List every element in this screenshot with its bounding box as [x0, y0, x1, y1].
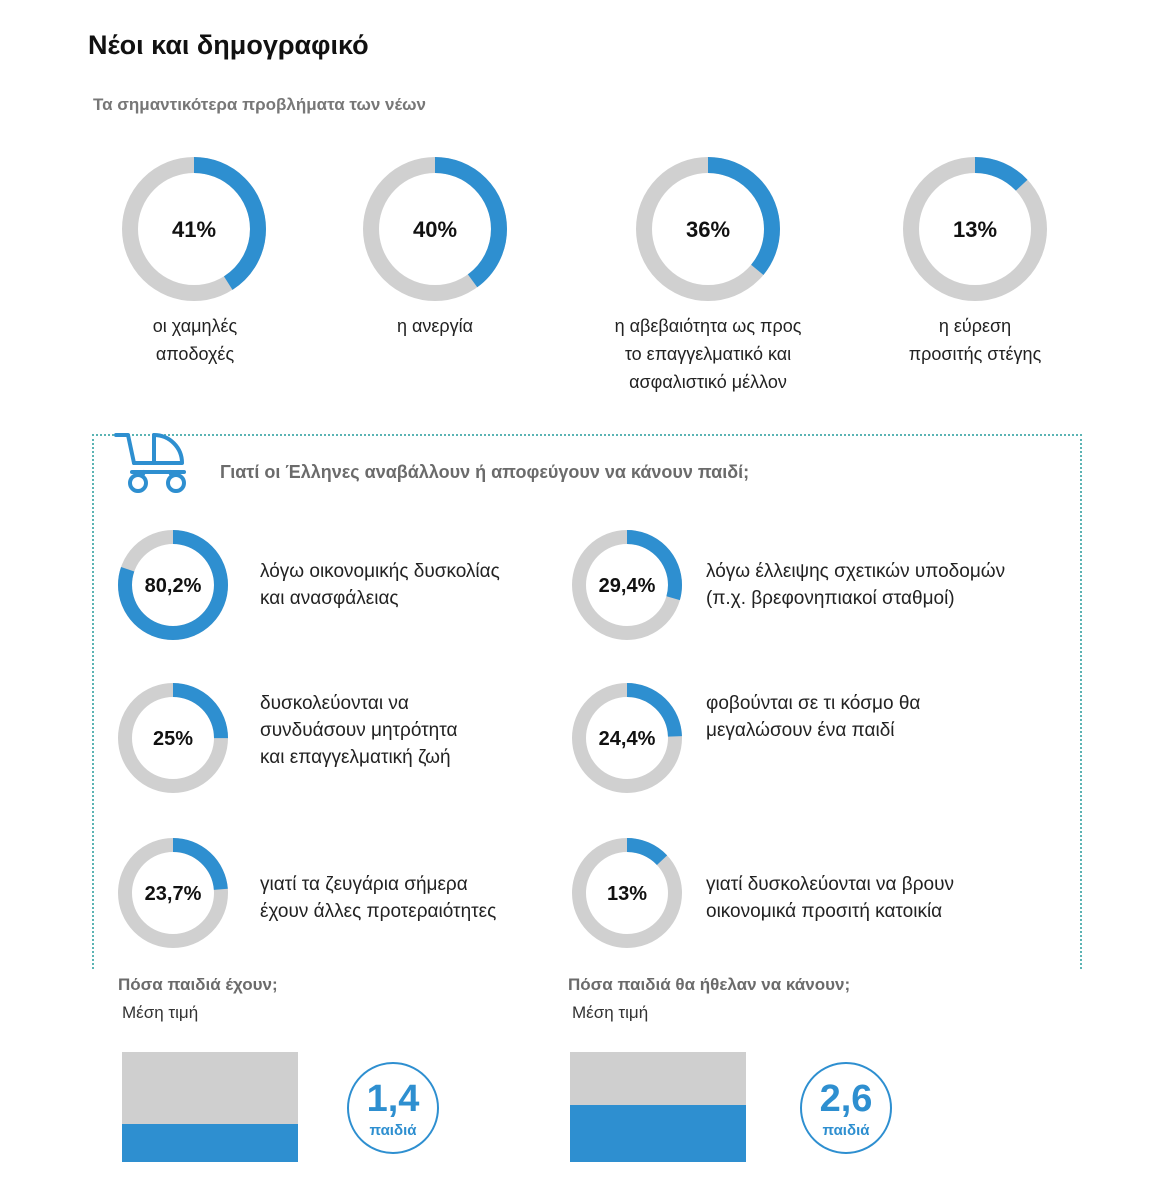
problem-4-donut: 13%: [903, 157, 1047, 301]
kids-have-value-circle: 1,4 παιδιά: [347, 1062, 439, 1154]
problem-2-value-arc: [363, 157, 507, 301]
reason-3-label: δυσκολεύονται να συνδυάσουν μητρότητα και …: [260, 690, 590, 771]
reason-6-label-line: γιατί δυσκολεύονται να βρουν: [706, 874, 954, 895]
problem-2-value-label: 40%: [413, 217, 457, 242]
problem-1-donut: 41%: [122, 157, 266, 301]
reason-5-donut: 23,7%: [118, 838, 228, 948]
reason-2-label-line: (π.χ. βρεφονηπιακοί σταθμοί): [706, 588, 955, 609]
kids-have-unit: παιδιά: [369, 1122, 417, 1139]
problem-3-value-arc: [636, 157, 780, 301]
problem-4-value-label: 13%: [953, 217, 997, 242]
kids-have-question: Πόσα παιδιά έχουν;: [118, 975, 278, 994]
reason-2-donut: 29,4%: [572, 530, 682, 640]
reason-3-label-line: και επαγγελματική ζωή: [260, 747, 451, 768]
problem-4-label-line: η εύρεση: [938, 316, 1012, 336]
kids-want-bar: [570, 1052, 746, 1162]
reason-5-label-line: γιατί τα ζευγάρια σήμερα: [260, 874, 468, 895]
reason-4-value-arc: [572, 683, 682, 793]
reason-6-value-label: 13%: [607, 883, 647, 905]
reason-2-value-label: 29,4%: [599, 575, 656, 597]
reason-4-label-line: μεγαλώσουν ένα παιδί: [706, 720, 895, 741]
section-title: Γιατί οι Έλληνες αναβάλλουν ή αποφεύγουν…: [220, 462, 750, 482]
stroller-icon: [114, 433, 186, 493]
problem-4-label-line: προσιτής στέγης: [908, 344, 1042, 364]
kids-want-value-circle: 2,6 παιδιά: [800, 1062, 892, 1154]
problem-3-donut: 36%: [636, 157, 780, 301]
reason-5-label-line: έχουν άλλες προτεραιότητες: [260, 901, 497, 922]
problem-2-donut: 40%: [363, 157, 507, 301]
reason-3-label-line: δυσκολεύονται να: [260, 693, 409, 714]
reason-5-label: γιατί τα ζευγάρια σήμερα έχουν άλλες προτ…: [260, 871, 590, 925]
problem-1-label: οι χαμηλές αποδοχές: [90, 312, 300, 368]
kids-have-bar: [122, 1052, 298, 1162]
reason-4-label-line: φοβούνται σε τι κόσμο θα: [706, 693, 921, 714]
reason-3-value-arc: [118, 683, 228, 793]
problem-4-value-arc: [903, 157, 1047, 301]
reason-6-label: γιατί δυσκολεύονται να βρουν οικονομικά π…: [706, 871, 1036, 925]
reason-2-label-line: λόγω έλλειψης σχετικών υποδομών: [706, 561, 1006, 582]
section-subtitle: Τα σημαντικότερα προβλήματα των νέων: [93, 95, 426, 114]
page-title: Νέοι και δημογραφικό: [88, 30, 369, 60]
reason-6-label-line: οικονομικά προσιτή κατοικία: [706, 901, 943, 922]
reason-2-label: λόγω έλλειψης σχετικών υποδομών (π.χ. βρε…: [706, 558, 1036, 612]
kids-have-value: 1,4: [366, 1078, 420, 1120]
reason-1-value-label: 80,2%: [145, 575, 202, 597]
problem-3-value-label: 36%: [686, 217, 730, 242]
reason-1-label-line: λόγω οικονομικής δυσκολίας: [260, 561, 500, 582]
reason-4-donut: 24,4%: [572, 683, 682, 793]
problem-1-value-label: 41%: [172, 217, 216, 242]
reasons-panel: [92, 434, 1082, 969]
problem-3-label-line: η αβεβαιότητα ως προς: [614, 316, 802, 336]
kids-want-avg-label: Μέση τιμή: [572, 1003, 649, 1022]
kids-want-value: 2,6: [819, 1078, 873, 1120]
problem-2-label: η ανεργία: [330, 312, 540, 340]
reason-1-value-arc: [118, 530, 228, 640]
reason-6-donut: 13%: [572, 838, 682, 948]
kids-have-avg-label: Μέση τιμή: [122, 1003, 199, 1022]
reason-4-value-label: 24,4%: [599, 728, 656, 750]
problem-1-label-line: αποδοχές: [155, 344, 235, 364]
problem-1-label-line: οι χαμηλές: [152, 316, 238, 336]
reason-6-value-arc: [572, 838, 682, 948]
problem-3-label-line: το επαγγελματικό και: [624, 344, 792, 364]
problem-4-label: η εύρεση προσιτής στέγης: [870, 312, 1080, 368]
kids-want-question: Πόσα παιδιά θα ήθελαν να κάνουν;: [568, 975, 851, 994]
reason-5-value-label: 23,7%: [145, 883, 202, 905]
reason-2-value-arc: [572, 530, 682, 640]
kids-want-unit: παιδιά: [822, 1122, 870, 1139]
problem-2-label-line: η ανεργία: [396, 316, 474, 336]
problem-3-label-line: ασφαλιστικό μέλλον: [629, 372, 787, 392]
reason-5-value-arc: [118, 838, 228, 948]
kids-have-bar-fill: [122, 1123, 298, 1162]
reason-1-label: λόγω οικονομικής δυσκολίας και ανασφάλεια…: [260, 558, 590, 612]
reason-1-label-line: και ανασφάλειας: [260, 588, 399, 609]
problem-1-value-arc: [122, 157, 266, 301]
problem-3-label: η αβεβαιότητα ως προς το επαγγελματικό κα…: [570, 312, 846, 396]
reason-4-label: φοβούνται σε τι κόσμο θα μεγαλώσουν ένα π…: [706, 690, 1036, 744]
reason-3-label-line: συνδυάσουν μητρότητα: [260, 720, 458, 741]
reason-1-donut: 80,2%: [118, 530, 228, 640]
reason-3-donut: 25%: [118, 683, 228, 793]
reason-3-value-label: 25%: [153, 728, 193, 750]
kids-want-bar-fill: [570, 1104, 746, 1162]
